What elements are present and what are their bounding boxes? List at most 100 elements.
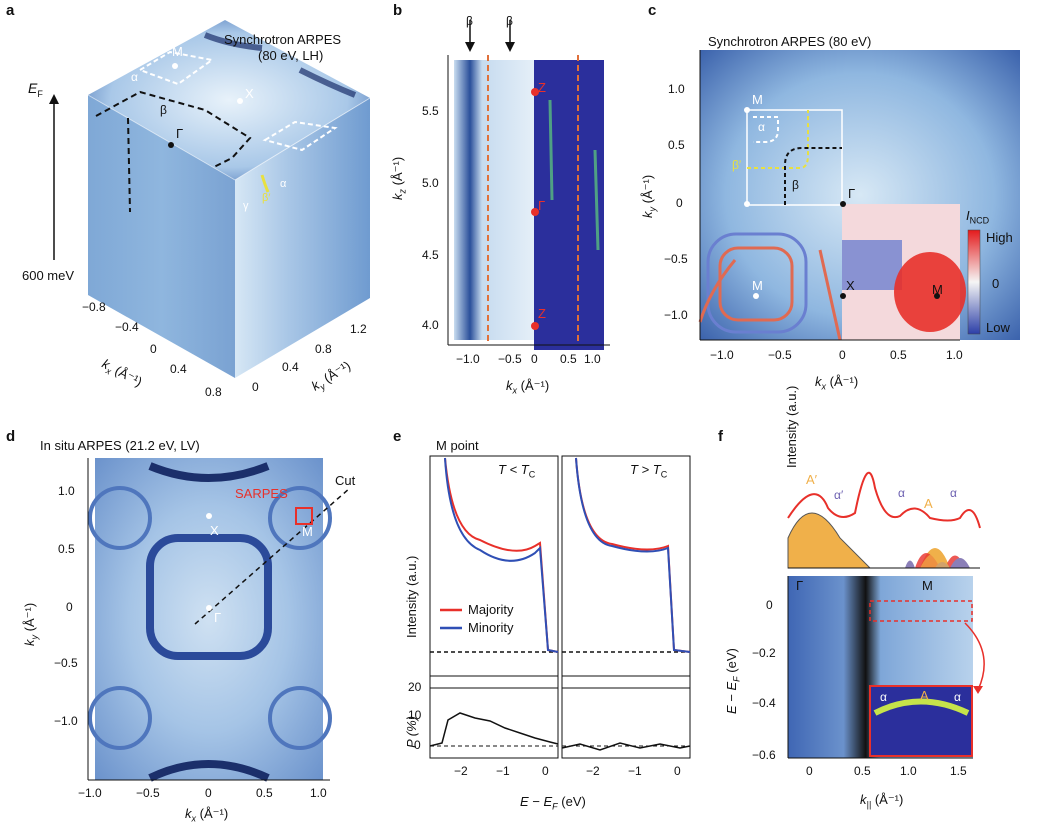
kz-map: [447, 20, 610, 350]
point-m-d: M: [302, 524, 313, 539]
inset-alpha-2: α: [954, 690, 961, 704]
inset-alpha: α: [880, 690, 887, 704]
band-alpha-c: α: [758, 120, 765, 134]
cut-label: Cut: [335, 473, 356, 488]
cbar-zero: 0: [992, 276, 1000, 291]
kx-tick-b: 0: [531, 352, 538, 366]
kz-tick: 4.0: [422, 318, 439, 332]
intensity-axis-label-e: Intensity (a.u.): [404, 555, 419, 638]
panel-a: Synchrotron ARPES (80 eV, LH) EF 600 meV…: [0, 0, 390, 420]
legend-minority: Minority: [468, 620, 514, 635]
peak-alpha: α: [898, 486, 905, 500]
arpes-cube: [49, 20, 371, 378]
cbar-high: High: [986, 230, 1013, 245]
panel-e: M point T < TC T > TC Intensity (a.u.) P…: [390, 428, 710, 826]
ky-tick-d: 1.0: [58, 484, 75, 498]
cond-high: T > TC: [630, 462, 668, 480]
cbar-title: INCD: [966, 208, 990, 226]
beta-mark: β: [466, 14, 473, 28]
energy-tick-f: −0.2: [752, 646, 776, 660]
spin-resolved-edc: [429, 455, 691, 759]
ky-tick: 0: [252, 380, 259, 394]
k-tick-f: 1.0: [900, 764, 917, 778]
panel-e-title: M point: [436, 438, 479, 453]
point-gamma-d: Γ: [214, 610, 222, 625]
energy-tick-f: 0: [766, 598, 773, 612]
p-tick: 10: [408, 708, 422, 722]
in-situ-fermi-map: [87, 458, 351, 782]
kx-tick-d: 0: [205, 786, 212, 800]
e-tick: −2: [454, 764, 468, 778]
ky-tick: 1.2: [350, 322, 367, 336]
intensity-axis-label-f: Intensity (a.u.): [784, 385, 799, 468]
ky-tick-c: −0.5: [664, 252, 688, 266]
panel-c-title: Synchrotron ARPES (80 eV): [708, 34, 872, 49]
kx-tick-d: 1.0: [310, 786, 327, 800]
panel-label-f: f: [718, 428, 723, 445]
fermi-surface-ncd: [698, 50, 1020, 341]
k-tick-f: 0: [806, 764, 813, 778]
peak-a-prime: A′: [806, 472, 818, 487]
point-gamma-c: Γ: [848, 186, 856, 201]
band-beta-c: β: [792, 178, 799, 192]
kx-axis-label-b: kx (Å⁻¹): [506, 378, 550, 396]
band-dispersion: [787, 471, 985, 759]
peak-a: A: [924, 496, 933, 511]
energy-axis-label-f: E − EF (eV): [724, 648, 742, 714]
band-beta-a: β: [160, 103, 167, 117]
kx-tick: −0.8: [82, 300, 106, 314]
point-z-bottom: Z: [538, 306, 546, 321]
e-tick: 0: [674, 764, 681, 778]
panel-label-e: e: [393, 428, 402, 445]
panel-a-title: Synchrotron ARPES: [224, 32, 342, 47]
kz-tick: 5.5: [422, 104, 439, 118]
kx-tick-c: 1.0: [946, 348, 963, 362]
ky-tick-c: 0.5: [668, 138, 685, 152]
kx-tick-c: 0.5: [890, 348, 907, 362]
point-m-c: M: [752, 92, 763, 107]
beta-mark: β: [506, 14, 513, 28]
kx-tick-d: −1.0: [78, 786, 102, 800]
band-alpha-a2: α: [280, 178, 287, 190]
kx-tick-d: −0.5: [136, 786, 160, 800]
peak-alpha-2: α: [950, 486, 957, 500]
ky-tick-d: 0: [66, 600, 73, 614]
point-gamma-a: Γ: [176, 126, 184, 141]
ky-tick-d: −0.5: [54, 656, 78, 670]
point-m-c3: M: [932, 282, 943, 297]
ky-tick-d: −1.0: [54, 714, 78, 728]
point-m-a: M: [172, 44, 183, 59]
point-m-f: M: [922, 578, 933, 593]
kz-axis-label: kz (Å⁻¹): [390, 156, 408, 200]
panel-label-a: a: [6, 2, 15, 19]
panel-c: Synchrotron ARPES (80 eV) M Γ M X M α β′…: [640, 0, 1039, 420]
kx-tick-d: 0.5: [256, 786, 273, 800]
kx-tick-c: −1.0: [710, 348, 734, 362]
point-z-top: Z: [538, 80, 546, 95]
panel-b: β β Z Γ Z 5.5 5.0 4.5 4.0 kz (Å⁻¹) −1.0 …: [390, 0, 640, 420]
kx-tick-c: 0: [839, 348, 846, 362]
band-alpha-a: α: [131, 70, 138, 84]
energy-axis-label-e: E − EF (eV): [520, 794, 586, 812]
k-tick-f: 1.5: [950, 764, 967, 778]
ky-tick: 0.8: [315, 342, 332, 356]
ky-tick-c: 0: [676, 196, 683, 210]
energy-label: 600 meV: [22, 268, 75, 283]
band-beta-prime-c: β′: [732, 158, 742, 172]
inset-a: A: [920, 688, 929, 703]
panel-label-c: c: [648, 2, 657, 19]
ef-label: EF: [28, 80, 43, 99]
kx-tick-b: 0.5: [560, 352, 577, 366]
legend-majority: Majority: [468, 602, 514, 617]
kx-tick: 0.8: [205, 385, 222, 399]
energy-tick-f: −0.4: [752, 696, 776, 710]
point-x-d: X: [210, 523, 219, 538]
peak-alpha-prime: α′: [834, 488, 844, 502]
kx-tick: 0: [150, 342, 157, 356]
panel-d-title: In situ ARPES (21.2 eV, LV): [40, 438, 200, 453]
panel-d: In situ ARPES (21.2 eV, LV) Cut SARPES X…: [0, 428, 390, 826]
e-tick: −1: [496, 764, 510, 778]
ky-axis-label-d: ky (Å⁻¹): [22, 602, 40, 646]
kx-tick-b: −1.0: [456, 352, 480, 366]
kx-tick: 0.4: [170, 362, 187, 376]
